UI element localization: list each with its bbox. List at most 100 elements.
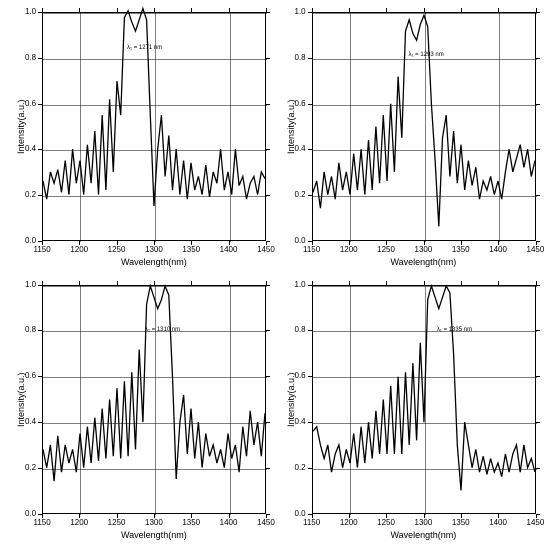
xtick-label: 1450 xyxy=(257,519,275,527)
ytick-mark-right xyxy=(266,468,270,469)
xtick-mark xyxy=(461,514,462,518)
spectral-panels-grid: λ₁ = 1271 nm 1150 1200 1250 1300 1350 1400 1450… xyxy=(0,0,545,553)
ytick-label: 0.0 xyxy=(25,237,36,245)
ytick-label: 0.0 xyxy=(295,510,306,518)
ytick-mark xyxy=(38,330,42,331)
xtick-label: 1400 xyxy=(489,519,507,527)
ytick-mark-right xyxy=(536,422,540,423)
xtick-mark xyxy=(498,514,499,518)
ytick-mark-right xyxy=(536,330,540,331)
x-axis-label: Wavelength(nm) xyxy=(391,530,457,540)
ytick-mark-right xyxy=(536,241,540,242)
xtick-mark xyxy=(229,514,230,518)
xtick-mark xyxy=(349,514,350,518)
xtick-mark xyxy=(79,514,80,518)
xtick-label: 1350 xyxy=(452,519,470,527)
ytick-label: 0.8 xyxy=(25,54,36,62)
ytick-label: 0.6 xyxy=(25,372,36,380)
ytick-mark xyxy=(38,58,42,59)
ytick-label: 0.2 xyxy=(25,191,36,199)
ytick-label: 0.4 xyxy=(25,418,36,426)
xtick-mark-top xyxy=(154,281,155,285)
ytick-label: 0.2 xyxy=(295,464,306,472)
ytick-mark-right xyxy=(266,514,270,515)
ytick-mark xyxy=(38,195,42,196)
ytick-mark-right xyxy=(536,195,540,196)
x-axis-label: Wavelength(nm) xyxy=(121,257,187,267)
ytick-label: 0.8 xyxy=(295,54,306,62)
ytick-mark xyxy=(38,514,42,515)
ytick-label: 0.8 xyxy=(295,326,306,334)
ytick-label: 0.4 xyxy=(295,418,306,426)
xtick-label: 1400 xyxy=(220,519,238,527)
ytick-mark-right xyxy=(266,104,270,105)
xtick-label: 1150 xyxy=(303,246,320,254)
ytick-mark-right xyxy=(536,58,540,59)
y-axis-label: Intensity(a.u.) xyxy=(16,372,26,427)
xtick-label: 1450 xyxy=(257,246,275,254)
xtick-mark-top xyxy=(498,281,499,285)
ytick-label: 1.0 xyxy=(25,8,36,16)
xtick-mark-top xyxy=(117,8,118,12)
ytick-mark-right xyxy=(536,104,540,105)
ytick-label: 0.6 xyxy=(295,372,306,380)
xtick-mark xyxy=(386,514,387,518)
ytick-mark xyxy=(308,514,312,515)
ytick-mark xyxy=(308,330,312,331)
y-axis-label: Intensity(a.u.) xyxy=(286,99,296,154)
ytick-label: 0.6 xyxy=(295,100,306,108)
x-axis-label: Wavelength(nm) xyxy=(391,257,457,267)
chart-panel-panel-a: λ₁ = 1271 nm1150120012501300135014001450… xyxy=(6,6,270,275)
ytick-label: 0.8 xyxy=(25,326,36,334)
xtick-mark-top xyxy=(349,8,350,12)
ytick-label: 1.0 xyxy=(25,281,36,289)
xtick-mark-top xyxy=(79,8,80,12)
ytick-mark-right xyxy=(266,330,270,331)
xtick-label: 1250 xyxy=(377,519,395,527)
ytick-mark xyxy=(308,149,312,150)
ytick-label: 0.0 xyxy=(25,510,36,518)
xtick-label: 1150 xyxy=(34,246,51,254)
xtick-mark-top xyxy=(42,281,43,285)
ytick-mark-right xyxy=(536,376,540,377)
plot-area: λ₁ = 1271 nm xyxy=(42,12,266,241)
xtick-mark xyxy=(191,514,192,518)
ytick-mark xyxy=(308,422,312,423)
xtick-label: 1300 xyxy=(415,519,433,527)
xtick-mark-top xyxy=(424,8,425,12)
chart-panel-panel-c: λ₁ = 1310 nm1150120012501300135014001450… xyxy=(6,279,270,548)
xtick-label: 1200 xyxy=(340,519,358,527)
xtick-mark-top xyxy=(191,281,192,285)
xtick-mark-top xyxy=(312,8,313,12)
ytick-mark xyxy=(38,149,42,150)
ytick-mark xyxy=(38,104,42,105)
xtick-mark-top xyxy=(154,8,155,12)
xtick-label: 1250 xyxy=(108,519,126,527)
ytick-mark-right xyxy=(266,195,270,196)
chart-panel-panel-b: λ₁ = 1293 nm1150120012501300135014001450… xyxy=(276,6,540,275)
plot-area: λ₁ = 1310 nm xyxy=(42,285,266,514)
xtick-label: 1200 xyxy=(70,519,88,527)
xtick-label: 1150 xyxy=(303,519,320,527)
xtick-mark-top xyxy=(461,281,462,285)
xtick-mark-top xyxy=(117,281,118,285)
ytick-mark-right xyxy=(536,12,540,13)
xtick-mark xyxy=(312,514,313,518)
xtick-mark xyxy=(117,514,118,518)
xtick-label: 1150 xyxy=(34,519,51,527)
xtick-label: 1200 xyxy=(340,246,358,254)
ytick-mark-right xyxy=(536,514,540,515)
ytick-mark-right xyxy=(266,285,270,286)
plot-area: λ₁ = 1293 nm xyxy=(312,12,536,241)
xtick-label: 1350 xyxy=(182,519,200,527)
ytick-mark-right xyxy=(266,241,270,242)
ytick-mark-right xyxy=(266,12,270,13)
ytick-label: 1.0 xyxy=(295,281,306,289)
xtick-label: 1350 xyxy=(182,246,200,254)
xtick-mark-top xyxy=(386,8,387,12)
ytick-mark-right xyxy=(536,285,540,286)
xtick-mark-top xyxy=(498,8,499,12)
ytick-mark xyxy=(308,104,312,105)
ytick-mark xyxy=(308,376,312,377)
ytick-mark-right xyxy=(536,149,540,150)
